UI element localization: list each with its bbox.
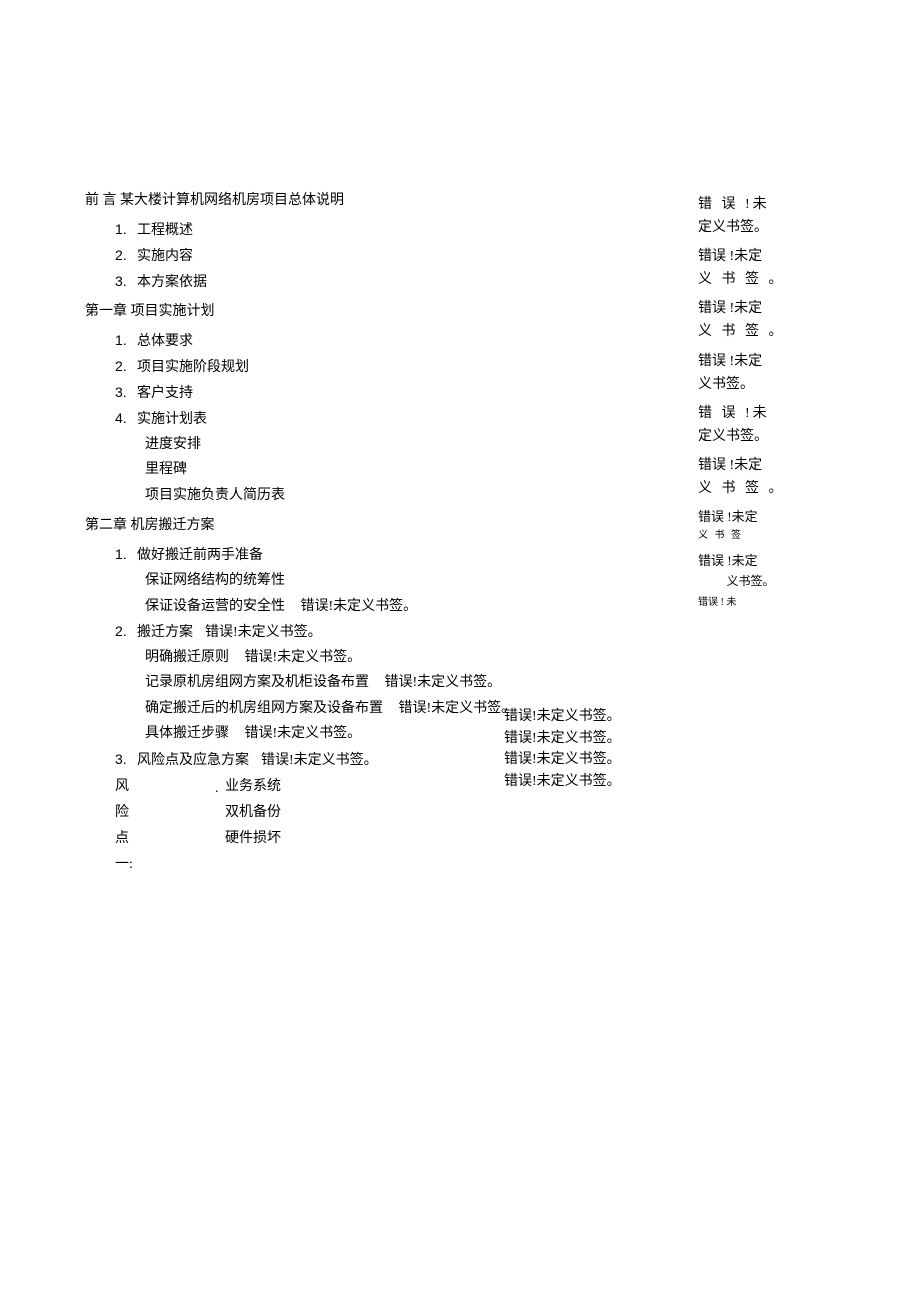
item-number: 3. — [115, 749, 137, 770]
item-number: 1. — [115, 330, 137, 351]
item-number: 3. — [115, 382, 137, 403]
error-line: 义 书 签 — [698, 528, 803, 545]
right-error-column: 错 误 !未 定义书签。 错误 !未定 义 书 签 。 错误 !未定 义 书 签… — [698, 193, 803, 618]
error-line: 错误 !未定 — [698, 350, 803, 373]
item-number: 3. — [115, 271, 137, 292]
item-text: 项目实施阶段规划 — [137, 357, 249, 378]
error-block: 错误 ! 未 — [698, 595, 803, 612]
risk-item: 业务系统 — [225, 774, 281, 800]
error-line: 义书签。 — [698, 373, 803, 396]
risk-left-column: . 风 险 点 一: — [115, 774, 225, 878]
center-error-column: 错误!未定义书签。 错误!未定义书签。 错误!未定义书签。 错误!未定义书签。 — [504, 706, 621, 793]
bookmark-error: 错误!未定义书签。 — [245, 726, 362, 741]
item-text: 实施计划表 — [137, 409, 207, 430]
sub-item: 确定搬迁后的机房组网方案及设备布置 错误!未定义书签。 — [145, 698, 835, 720]
error-line: 定义书签。 — [698, 216, 803, 239]
bookmark-error: 错误!未定义书签。 — [385, 675, 502, 690]
item-number: 2. — [115, 245, 137, 266]
error-block: 错误 !未定 义书签。 — [698, 350, 803, 396]
error-block: 错误 !未定 义 书 签 。 — [698, 297, 803, 343]
item-text: 搬迁方案 — [137, 622, 193, 643]
chapter2-sublist-2: 明确搬迁原则 错误!未定义书签。 记录原机房组网方案及机柜设备布置 错误!未定义… — [145, 647, 835, 746]
risk-item: 硬件损坏 — [225, 826, 281, 852]
sub-item: 记录原机房组网方案及机柜设备布置 错误!未定义书签。 — [145, 672, 835, 694]
bookmark-error: 错误!未定义书签。 — [399, 701, 516, 716]
item-number: 2. — [115, 621, 137, 642]
item-text: 实施内容 — [137, 246, 193, 267]
error-line: 错误 !未定 — [698, 550, 803, 571]
error-block: 错 误 !未 定义书签。 — [698, 402, 803, 448]
sub-text: 保证设备运营的安全性 — [145, 599, 285, 614]
item-text: 风险点及应急方案 — [137, 750, 249, 771]
bookmark-error: 错误!未定义书签。 — [504, 728, 621, 750]
sub-item: 明确搬迁原则 错误!未定义书签。 — [145, 647, 835, 669]
risk-point-block: . 风 险 点 一: 业务系统 双机备份 硬件损坏 — [115, 774, 281, 878]
bookmark-error: 错误!未定义书签。 — [504, 749, 621, 771]
error-block: 错误 !未定 义 书 签 。 — [698, 454, 803, 500]
list-item: 2. 搬迁方案 错误!未定义书签。 — [115, 621, 835, 643]
bookmark-error: 错误!未定义书签。 — [504, 706, 621, 728]
bookmark-error: 错误!未定义书签。 — [261, 750, 378, 771]
sub-text: 具体搬迁步骤 — [145, 726, 229, 741]
list-item: 3. 风险点及应急方案 错误!未定义书签。 — [115, 749, 835, 771]
risk-item: 双机备份 — [225, 800, 281, 826]
bookmark-error: 错误!未定义书签。 — [205, 622, 322, 643]
risk-char: 点 — [115, 826, 225, 852]
item-text: 本方案依据 — [137, 272, 207, 293]
error-line: 义书签。 — [698, 572, 803, 592]
error-line: 错误 !未定 — [698, 245, 803, 268]
bookmark-error: 错误!未定义书签。 — [245, 650, 362, 665]
risk-char: 风 — [115, 774, 225, 800]
error-line: 错误 !未定 — [698, 297, 803, 320]
error-line: 错误 !未定 — [698, 454, 803, 477]
error-block: 错误 !未定 义书签。 — [698, 550, 803, 591]
sub-text: 明确搬迁原则 — [145, 650, 229, 665]
error-line: 错误 !未定 — [698, 506, 803, 527]
sub-text: 保证网络结构的统筹性 — [145, 573, 285, 588]
error-block: 错误 !未定 义 书 签 。 — [698, 245, 803, 291]
item-text: 客户支持 — [137, 383, 193, 404]
error-line: 错 误 !未 — [698, 193, 803, 216]
item-number: 1. — [115, 544, 137, 565]
error-line: 义 书 签 。 — [698, 477, 803, 500]
item-text: 总体要求 — [137, 331, 193, 352]
item-number: 2. — [115, 356, 137, 377]
risk-char: 险 — [115, 800, 225, 826]
sub-item: 具体搬迁步骤 错误!未定义书签。 — [145, 723, 835, 745]
sub-text: 记录原机房组网方案及机柜设备布置 — [145, 675, 369, 690]
error-line: 错 误 !未 — [698, 402, 803, 425]
error-line: 义 书 签 。 — [698, 320, 803, 343]
dot-separator: . — [215, 776, 219, 802]
item-number: 4. — [115, 408, 137, 429]
error-line: 错误 ! 未 — [698, 595, 803, 612]
item-text: 做好搬迁前两手准备 — [137, 545, 263, 566]
sub-text: 确定搬迁后的机房组网方案及设备布置 — [145, 701, 383, 716]
item-text: 工程概述 — [137, 220, 193, 241]
error-line: 定义书签。 — [698, 425, 803, 448]
risk-char: 一: — [115, 852, 225, 878]
error-block: 错 误 !未 定义书签。 — [698, 193, 803, 239]
bookmark-error: 错误!未定义书签。 — [504, 771, 621, 793]
risk-right-column: 业务系统 双机备份 硬件损坏 — [225, 774, 281, 878]
bookmark-error: 错误!未定义书签。 — [301, 599, 418, 614]
error-block: 错误 !未定 义 书 签 — [698, 506, 803, 544]
item-number: 1. — [115, 219, 137, 240]
error-line: 义 书 签 。 — [698, 268, 803, 291]
